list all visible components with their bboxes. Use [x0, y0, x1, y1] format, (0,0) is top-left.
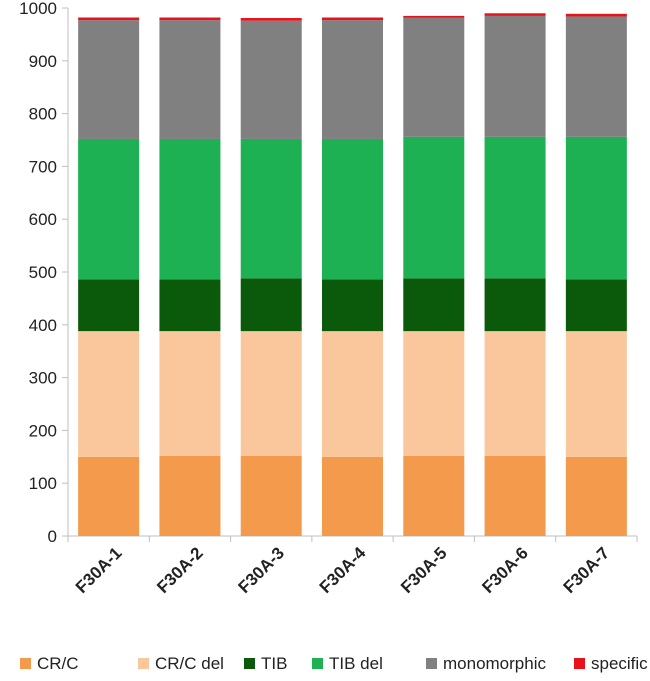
bar-segment-tib [159, 279, 221, 332]
bar-segment-specific [159, 17, 221, 21]
bar-segment-tib-del [565, 136, 627, 280]
bar-segment-tib [240, 278, 302, 332]
bar-segment-specific [565, 13, 627, 17]
y-tick-label: 200 [29, 421, 57, 440]
y-tick-label: 100 [29, 474, 57, 493]
legend-label: monomorphic [443, 654, 546, 673]
y-tick-label: 700 [29, 157, 57, 176]
bar-segment-monomorphic [403, 17, 465, 137]
y-tick-label: 800 [29, 105, 57, 124]
bar-segment-specific [78, 17, 140, 21]
bar-segment-cr-c-del [78, 331, 140, 457]
bar-segment-monomorphic [565, 16, 627, 137]
bar-segment-cr-c-del [484, 331, 546, 456]
bar-segment-tib-del [240, 138, 302, 279]
legend-swatch [244, 658, 255, 669]
x-tick-label: F30A-3 [235, 543, 289, 597]
legend-swatch [426, 658, 437, 669]
y-tick-label: 900 [29, 52, 57, 71]
bar-segment-cr-c-del [565, 331, 627, 457]
bar-segment-cr-c [565, 456, 627, 536]
bar-segment-cr-c [240, 455, 302, 536]
bar-segment-tib [403, 278, 465, 332]
bar-segment-tib [484, 278, 546, 332]
bar-segment-specific [322, 17, 383, 21]
x-tick-label: F30A-2 [153, 543, 207, 597]
legend-label: TIB del [329, 654, 383, 673]
bar-segment-cr-c-del [240, 331, 302, 456]
bar-segment-cr-c [78, 456, 140, 536]
legend-label: TIB [261, 654, 287, 673]
bar-segment-specific [240, 18, 302, 21]
bar-segment-monomorphic [159, 20, 221, 139]
legend-swatch [20, 658, 31, 669]
bar-segment-tib-del [403, 136, 465, 279]
bar-segment-cr-c-del [403, 331, 465, 456]
bar-segment-tib [78, 279, 140, 332]
y-tick-label: 1000 [19, 0, 57, 18]
y-tick-label: 500 [29, 263, 57, 282]
bar-segment-tib-del [78, 138, 140, 280]
bar-segment-tib [565, 279, 627, 332]
bar-segment-tib-del [484, 136, 546, 279]
bar-segment-cr-c-del [159, 331, 221, 456]
bar-segment-tib-del [159, 138, 221, 280]
bar-segment-tib [322, 279, 383, 332]
legend-label: CR/C del [155, 654, 224, 673]
bar-segment-monomorphic [484, 15, 546, 137]
y-tick-label: 600 [29, 210, 57, 229]
bar-segment-specific [484, 13, 546, 16]
legend-swatch [574, 658, 585, 669]
y-tick-label: 400 [29, 316, 57, 335]
legend-swatch [138, 658, 149, 669]
bar-segment-monomorphic [240, 20, 302, 139]
x-tick-label: F30A-1 [72, 543, 126, 597]
x-tick-label: F30A-5 [397, 543, 451, 597]
x-tick-label: F30A-6 [478, 543, 532, 597]
bar-segment-monomorphic [78, 20, 140, 139]
x-tick-label: F30A-7 [560, 543, 614, 597]
bar-segment-monomorphic [322, 20, 383, 139]
legend-label: CR/C [37, 654, 79, 673]
bar-segment-cr-c-del [322, 331, 383, 457]
x-tick-label: F30A-4 [316, 543, 370, 597]
bar-segment-cr-c [484, 455, 546, 536]
legend-label: specific [591, 654, 648, 673]
bar-segment-tib-del [322, 138, 383, 280]
y-tick-label: 0 [48, 527, 57, 546]
legend-swatch [312, 658, 323, 669]
bar-segment-cr-c [403, 455, 465, 536]
bar-segment-cr-c [322, 456, 383, 536]
bar-segment-cr-c [159, 455, 221, 536]
bar-segment-specific [403, 15, 465, 18]
y-tick-label: 300 [29, 369, 57, 388]
